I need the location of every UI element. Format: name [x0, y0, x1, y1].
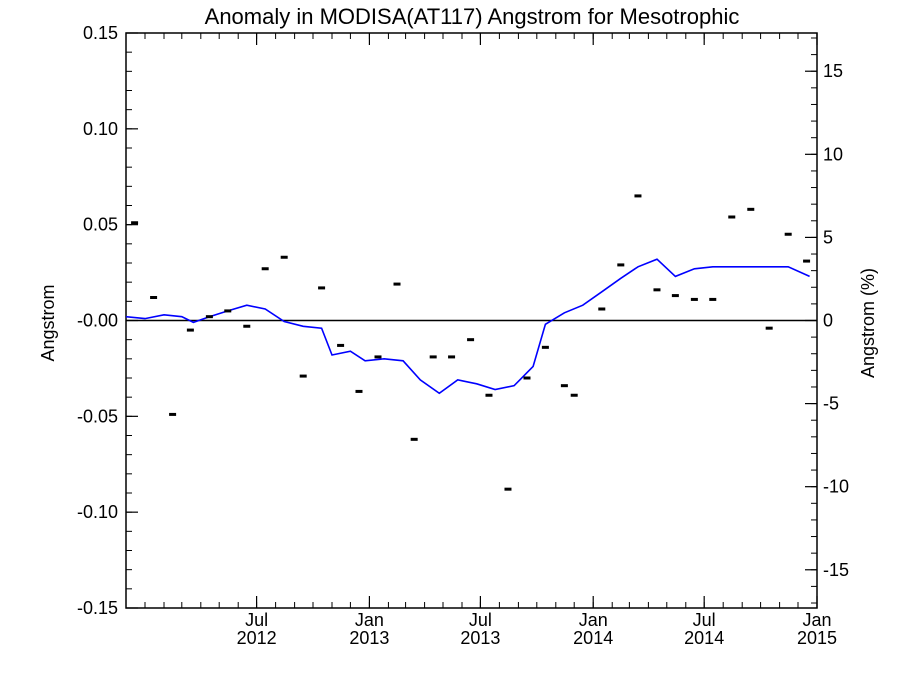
anomaly-point: [617, 263, 625, 267]
y-axis-label-right: Angstrom (%): [858, 268, 878, 378]
x-tick-label-month: Jan: [355, 610, 384, 630]
anomaly-point: [570, 393, 578, 397]
anomaly-point: [728, 215, 736, 219]
y-tick-label-right: 0: [823, 311, 833, 331]
anomaly-point: [523, 376, 531, 380]
y-tick-label-right: 5: [823, 227, 833, 247]
x-tick-label-year: 2012: [237, 628, 277, 648]
anomaly-point: [784, 232, 792, 236]
anomaly-point: [653, 288, 661, 292]
y-axis-label-left: Angstrom: [38, 284, 58, 361]
smoothed-anomaly-line: [125, 258, 810, 395]
x-tick-label-month: Jan: [802, 610, 831, 630]
anomaly-point: [448, 355, 456, 359]
x-tick-label-year: 2013: [460, 628, 500, 648]
anomaly-point: [598, 307, 606, 311]
anomaly-point: [485, 393, 493, 397]
y-tick-label-left: -0.05: [77, 406, 118, 426]
x-tick-label-year: 2013: [349, 628, 389, 648]
anomaly-point: [150, 296, 158, 299]
x-tick-label-month: Jan: [579, 610, 608, 630]
y-tick-label-left: -0.10: [77, 502, 118, 522]
y-tick-label-left: 0.10: [83, 119, 118, 139]
y-tick-label-left: 0.15: [83, 23, 118, 43]
anomaly-point: [186, 328, 194, 332]
anomaly-point: [690, 297, 698, 301]
anomaly-point: [634, 194, 642, 198]
x-tick-label-month: Jul: [693, 610, 716, 630]
x-tick-label-year: 2015: [797, 628, 837, 648]
anomaly-point: [299, 374, 307, 378]
anomaly-point: [765, 326, 773, 330]
y-tick-label-left: -0.00: [77, 311, 118, 331]
y-tick-label-right: -5: [823, 394, 839, 414]
anomaly-point: [261, 267, 269, 271]
anomaly-point: [560, 384, 568, 388]
x-tick-label-month: Jul: [245, 610, 268, 630]
y-tick-label-right: -15: [823, 560, 849, 580]
chart-title: Anomaly in MODISA(AT117) Angstrom for Me…: [205, 4, 740, 29]
anomaly-point: [747, 207, 755, 211]
anomaly-point: [467, 338, 475, 342]
anomaly-point: [803, 259, 811, 263]
anomaly-point: [504, 487, 512, 491]
y-tick-label-left: -0.15: [77, 598, 118, 618]
anomaly-point: [671, 294, 679, 298]
anomaly-point: [355, 389, 363, 393]
anomaly-point: [243, 324, 251, 328]
anomaly-point: [410, 437, 418, 441]
anomaly-point: [169, 412, 177, 416]
anomaly-point: [393, 282, 401, 286]
x-tick-label-month: Jul: [469, 610, 492, 630]
anomaly-point: [337, 343, 345, 347]
anomaly-point: [374, 355, 382, 359]
anomaly-point: [224, 309, 232, 313]
anomaly-point: [131, 221, 139, 225]
anomaly-point: [429, 355, 437, 359]
y-tick-label-right: 10: [823, 144, 843, 164]
y-tick-label-right: -10: [823, 477, 849, 497]
anomaly-point: [318, 286, 326, 290]
x-tick-label-year: 2014: [684, 628, 724, 648]
anomaly-point: [709, 297, 717, 301]
anomaly-point: [205, 315, 213, 319]
y-tick-label-left: 0.05: [83, 215, 118, 235]
y-tick-label-right: 15: [823, 61, 843, 81]
x-tick-label-year: 2014: [573, 628, 613, 648]
anomaly-point: [280, 255, 288, 259]
anomaly-point: [541, 345, 549, 349]
